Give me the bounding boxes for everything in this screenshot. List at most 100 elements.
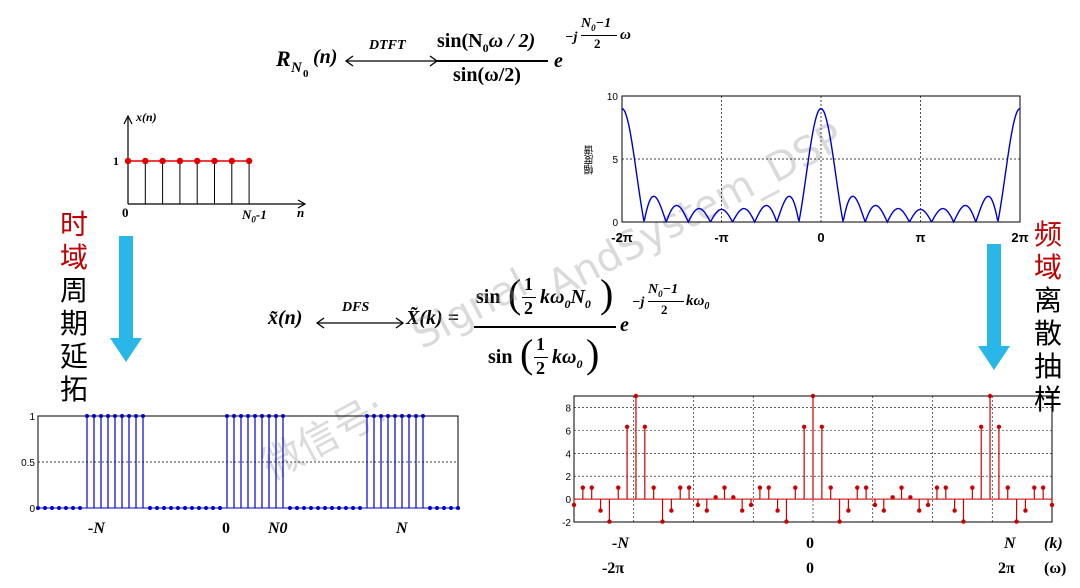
- samp-wtick-0: 0: [806, 560, 814, 577]
- samp-marker: [766, 485, 771, 490]
- samp-marker: [589, 485, 594, 490]
- samp-marker: [996, 424, 1002, 429]
- per-marker: [414, 414, 418, 418]
- samp-xtick-k: (k): [1044, 535, 1063, 552]
- right-label: 频域 离散抽样: [1032, 218, 1064, 416]
- small-seq-y1: 1: [113, 154, 119, 168]
- per-marker: [246, 414, 250, 418]
- samp-xtick-N: N: [1004, 535, 1016, 552]
- mag-xtick: π: [916, 230, 926, 245]
- per-marker: [267, 414, 271, 418]
- per-marker: [365, 414, 369, 418]
- dfs-num-one: 1: [524, 274, 533, 294]
- dfs-den-sin: sin: [488, 346, 513, 368]
- samp-marker: [899, 485, 904, 490]
- per-marker: [407, 414, 411, 418]
- formula-fraction-bar: [436, 60, 548, 62]
- dtft-double-arrow: [344, 55, 439, 67]
- samp-ytick: -2: [562, 518, 571, 529]
- per-marker: [225, 414, 229, 418]
- dfs-exp: −j: [632, 295, 645, 310]
- per-ytick: 0.5: [21, 458, 35, 469]
- formula-lhs-subsub: 0: [303, 68, 309, 80]
- samp-marker: [784, 519, 789, 524]
- samp-marker: [686, 485, 692, 490]
- per-xtick-negN: -N: [88, 520, 105, 537]
- samp-marker: [1023, 508, 1028, 513]
- formula-exp-frac-num: N0−1: [581, 16, 612, 33]
- samp-marker: [961, 519, 966, 524]
- samp-marker: [1014, 519, 1019, 524]
- samp-marker: [571, 502, 577, 508]
- periodic-sequence-chart: 00.51: [21, 412, 460, 515]
- samp-marker: [917, 508, 922, 513]
- samp-marker: [872, 502, 878, 508]
- samp-marker: [863, 485, 869, 490]
- samp-marker: [801, 424, 807, 429]
- formula-numerator: sin(N0ω / 2): [437, 30, 536, 55]
- mag-ytick: 10: [607, 92, 619, 103]
- samp-marker: [934, 485, 940, 490]
- dfs-exp-frac-den: 2: [661, 302, 668, 317]
- small-seq-end: N0-1: [242, 207, 267, 225]
- samp-wtick-neg2pi: -2π: [602, 560, 625, 577]
- mag-xtick: -π: [714, 230, 728, 245]
- per-marker: [239, 414, 243, 418]
- formula-exp-tail: ω: [620, 27, 631, 43]
- per-marker: [393, 414, 397, 418]
- dtft-arrow-label: DTFT: [369, 38, 406, 53]
- per-marker: [141, 414, 145, 418]
- samp-marker: [598, 508, 603, 513]
- formula-exp: −j: [565, 30, 578, 45]
- dfs-formula: x̃(n) DFS X̃(k) = sin ( 1 2 kω0N0 ) sin …: [268, 271, 710, 378]
- samp-marker: [837, 519, 842, 524]
- samp-xtick-0: 0: [806, 535, 814, 552]
- samp-marker: [952, 508, 957, 513]
- per-xtick-N0: N0: [268, 520, 288, 537]
- per-marker: [400, 414, 404, 418]
- samp-xtick-negN: -N: [612, 535, 629, 552]
- samp-marker: [739, 508, 745, 513]
- mag-curve: [621, 107, 1021, 224]
- samp-ytick: 2: [565, 472, 571, 483]
- mag-xtick: 0: [817, 230, 824, 245]
- per-marker: [120, 414, 124, 418]
- samp-marker: [731, 495, 736, 500]
- left-down-arrow: [110, 236, 142, 362]
- per-marker: [372, 414, 376, 418]
- samp-marker: [607, 519, 612, 524]
- per-marker: [113, 414, 117, 418]
- samp-marker: [1032, 485, 1037, 490]
- formula-lhs: R: [276, 46, 291, 71]
- per-marker: [232, 414, 236, 418]
- per-marker: [386, 414, 390, 418]
- samp-ytick: 0: [565, 495, 571, 506]
- dfs-num-rest: kω0N0: [540, 286, 591, 311]
- samp-marker: [881, 508, 887, 513]
- mag-xtick: -2π: [611, 230, 633, 245]
- dfs-exp-base: e: [620, 314, 629, 336]
- per-xtick-N: N: [396, 520, 408, 537]
- dfs-den-one: 1: [536, 334, 545, 354]
- per-marker: [260, 414, 264, 418]
- mag-ytick: 0: [612, 218, 618, 229]
- samp-marker: [669, 508, 674, 513]
- samp-marker: [1005, 485, 1010, 490]
- samp-marker: [828, 485, 833, 490]
- left-label-black: 周期延拓: [59, 274, 88, 406]
- samp-marker: [748, 502, 754, 508]
- per-marker: [106, 414, 110, 418]
- per-ytick: 0: [29, 504, 35, 515]
- mag-frame: [621, 95, 1021, 223]
- per-marker: [421, 414, 425, 418]
- right-down-arrow: [978, 244, 1010, 370]
- mag-ytick: 5: [612, 155, 618, 166]
- small-sequence-plot: [123, 114, 307, 209]
- samp-marker: [970, 485, 975, 490]
- dfs-num-two: 2: [524, 298, 533, 318]
- samp-marker: [819, 424, 825, 429]
- formula-exp-frac-den: 2: [594, 36, 601, 51]
- samp-marker: [633, 393, 639, 399]
- per-marker: [85, 414, 89, 418]
- samp-marker: [722, 485, 727, 490]
